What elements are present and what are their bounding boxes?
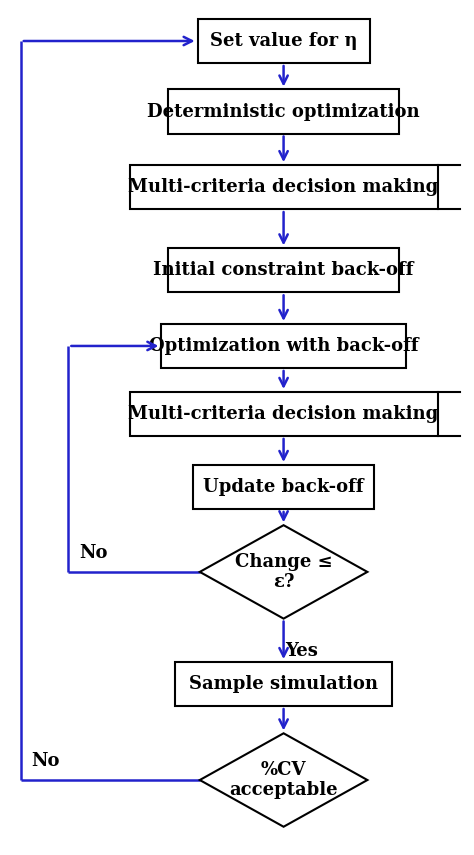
Text: Optimization with back-off: Optimization with back-off (149, 337, 419, 355)
FancyBboxPatch shape (175, 662, 392, 706)
Text: Multi-criteria decision making: Multi-criteria decision making (128, 178, 439, 196)
FancyBboxPatch shape (193, 465, 374, 509)
FancyBboxPatch shape (198, 19, 370, 63)
FancyBboxPatch shape (168, 248, 399, 292)
Text: Set value for η: Set value for η (210, 32, 357, 50)
Text: Deterministic optimization: Deterministic optimization (147, 103, 420, 121)
Text: Yes: Yes (285, 642, 318, 660)
FancyBboxPatch shape (161, 324, 406, 368)
Polygon shape (200, 525, 367, 619)
Text: No: No (79, 544, 108, 562)
Text: No: No (32, 752, 60, 770)
Text: Initial constraint back-off: Initial constraint back-off (153, 262, 414, 280)
Text: Update back-off: Update back-off (203, 478, 364, 496)
FancyBboxPatch shape (168, 90, 399, 133)
Text: %CV
acceptable: %CV acceptable (229, 761, 338, 799)
Text: Sample simulation: Sample simulation (189, 675, 378, 693)
FancyBboxPatch shape (129, 165, 438, 209)
FancyBboxPatch shape (129, 392, 438, 436)
Polygon shape (200, 734, 367, 827)
Text: Change ≤
ε?: Change ≤ ε? (235, 552, 332, 592)
Text: Multi-criteria decision making: Multi-criteria decision making (128, 405, 439, 423)
